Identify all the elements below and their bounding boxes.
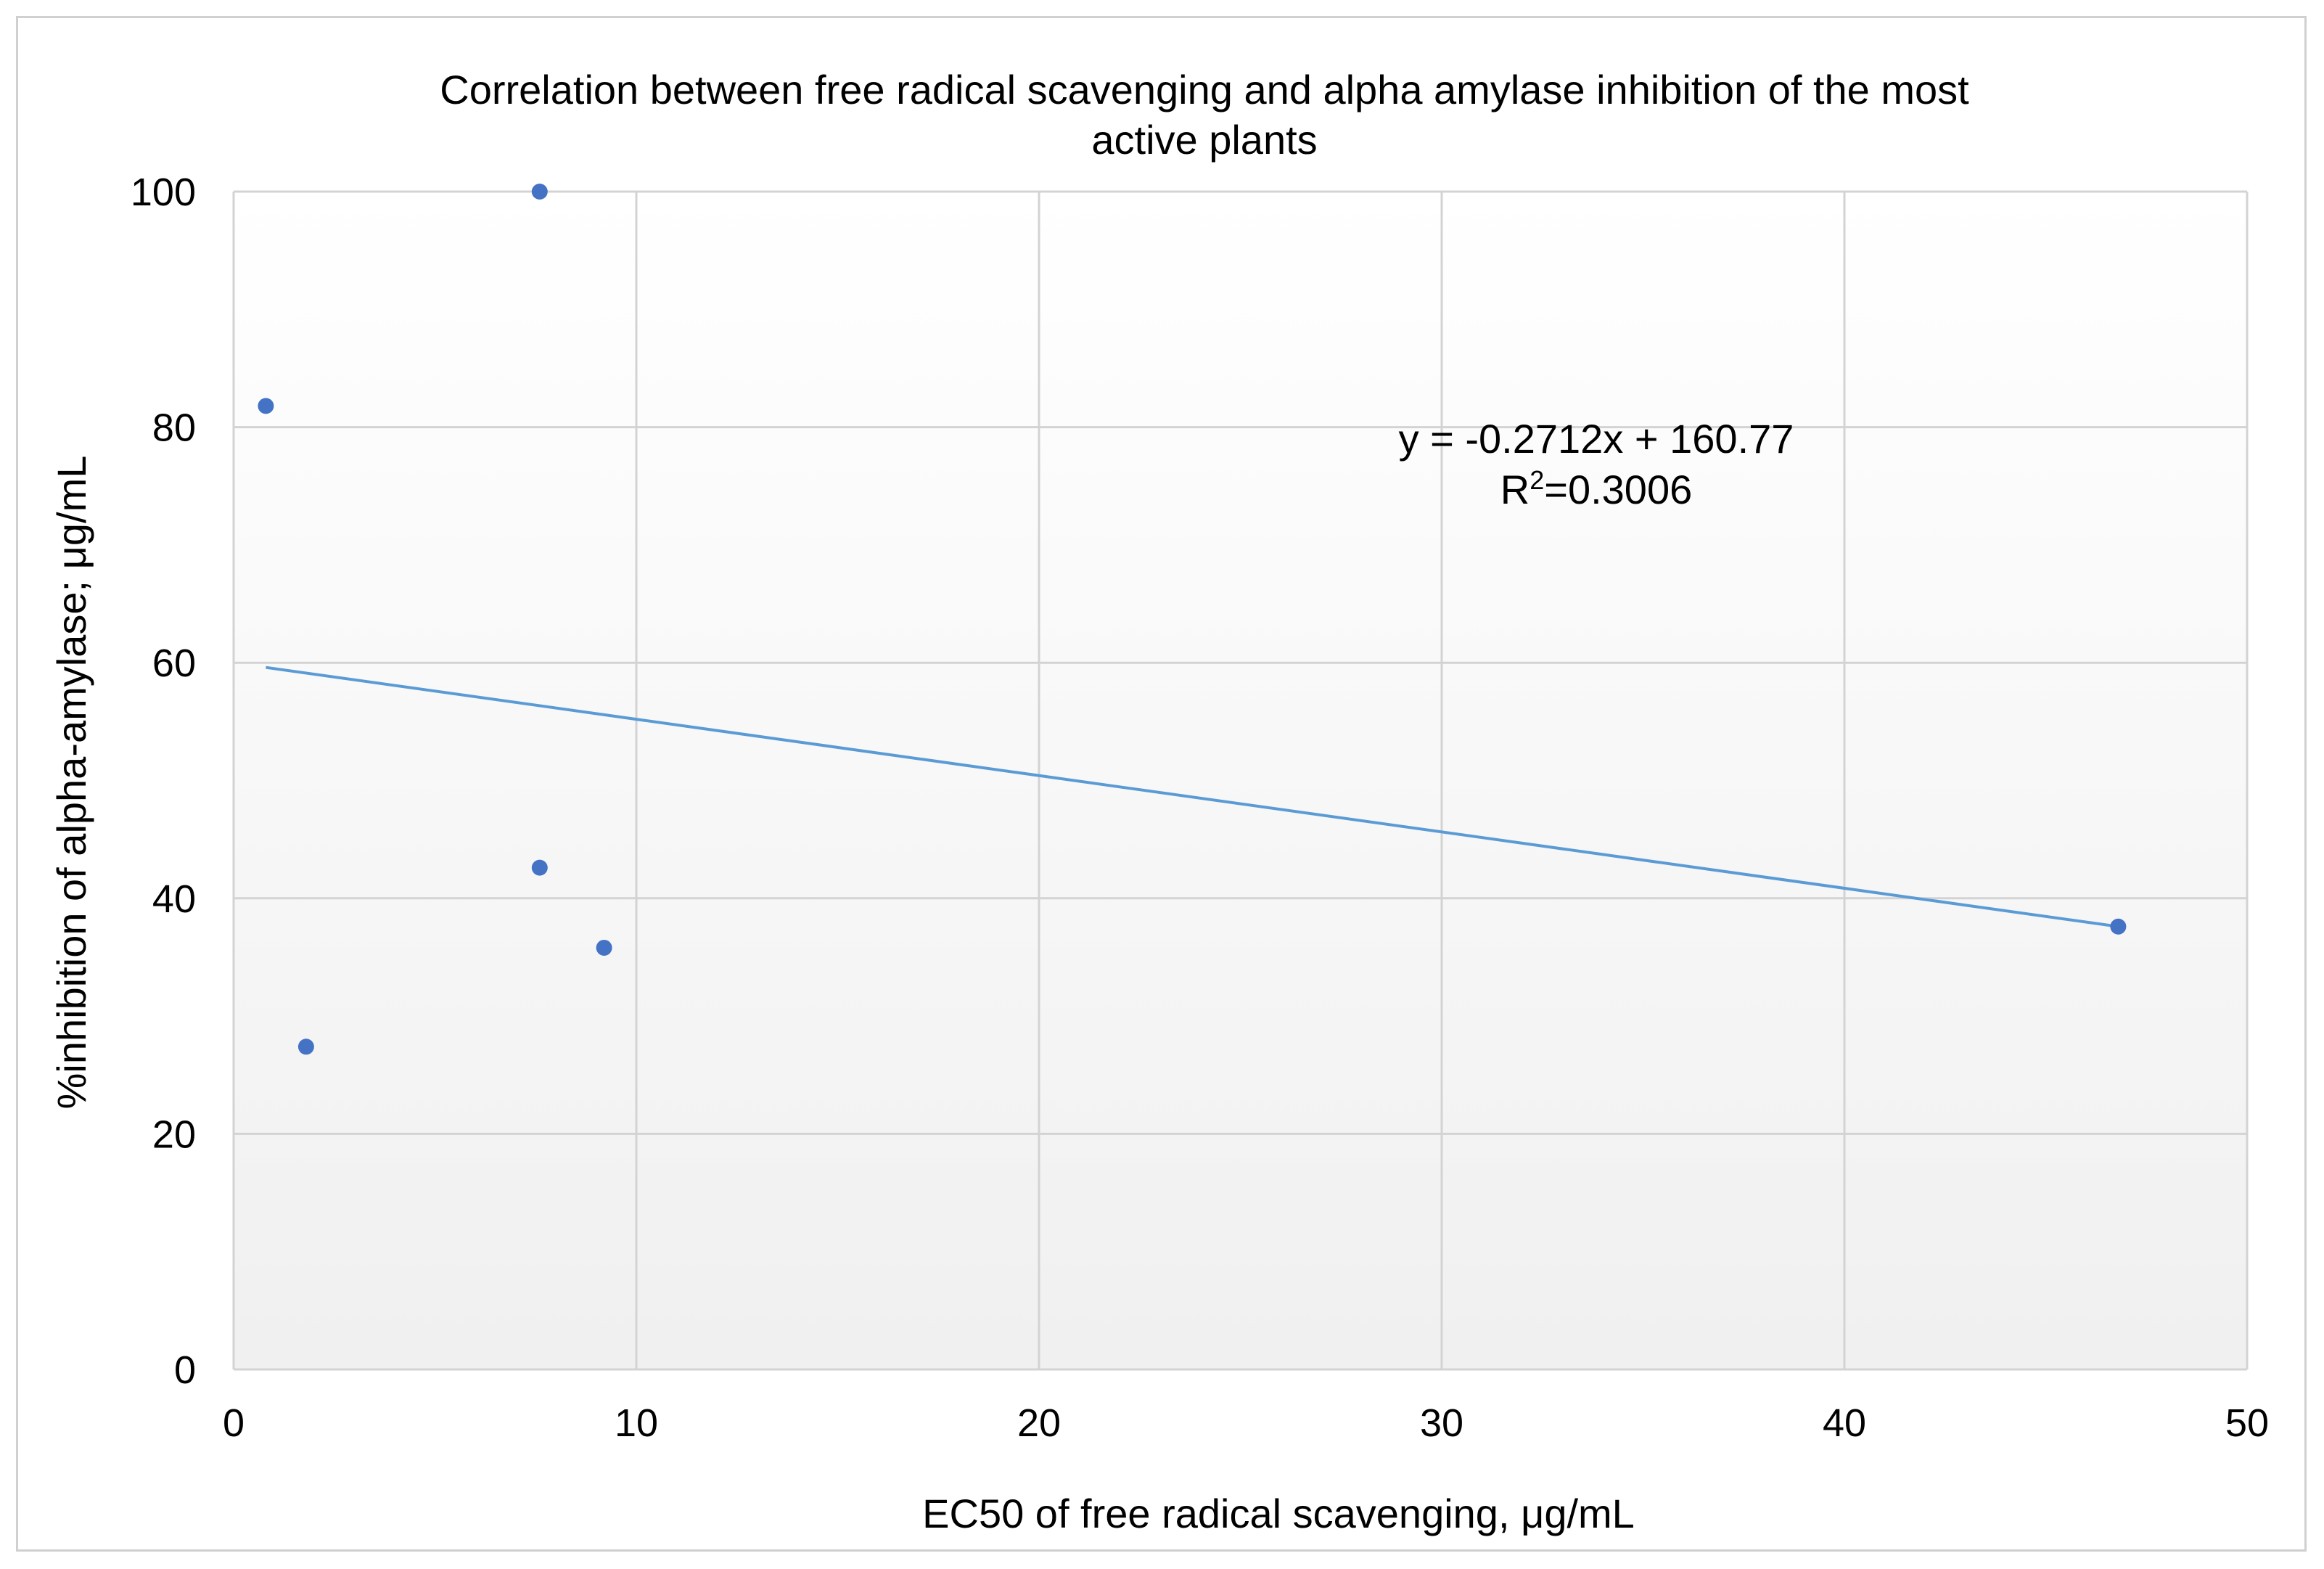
y-tick-label: 60: [152, 642, 196, 685]
x-axis-ticks: 0 10 20 30 40 50: [223, 1401, 2269, 1445]
grid: [232, 190, 2249, 1371]
y-tick-label: 0: [174, 1348, 196, 1392]
r-squared-superscript: 2: [1530, 465, 1544, 495]
chart-title-line-2: active plants: [1091, 117, 1317, 163]
x-tick-label: 50: [2225, 1401, 2269, 1445]
x-tick-label: 30: [1420, 1401, 1463, 1445]
data-point: [531, 859, 548, 876]
y-tick-label: 80: [152, 406, 196, 450]
data-point: [258, 398, 274, 414]
y-tick-label: 20: [152, 1113, 196, 1156]
data-point: [2110, 918, 2127, 935]
chart-title-line-1: Correlation between free radical scaveng…: [440, 67, 1969, 112]
data-point: [596, 939, 612, 956]
x-axis-label: EC50 of free radical scavenging, μg/mL: [922, 1491, 1635, 1536]
r-squared-value: =0.3006: [1544, 467, 1692, 512]
data-point: [531, 184, 548, 200]
y-axis-label: %inhibition of alpha-amylase; μg/mL: [49, 456, 94, 1110]
x-tick-label: 0: [223, 1401, 245, 1445]
x-tick-label: 40: [1823, 1401, 1866, 1445]
x-tick-label: 10: [615, 1401, 658, 1445]
plot-area: [234, 192, 2247, 1369]
trendline: [266, 665, 2119, 928]
data-point: [297, 1039, 314, 1055]
r-squared-label: R2=0.3006: [1500, 465, 1692, 512]
x-tick-label: 20: [1017, 1401, 1061, 1445]
y-axis-ticks: 0 20 40 60 80 100: [131, 171, 196, 1392]
y-tick-label: 100: [131, 171, 196, 214]
trendline-equation: y = -0.2712x + 160.77: [1399, 416, 1794, 462]
data-points: [258, 184, 2127, 1055]
y-tick-label: 40: [152, 877, 196, 921]
r-squared-prefix: R: [1500, 467, 1530, 512]
